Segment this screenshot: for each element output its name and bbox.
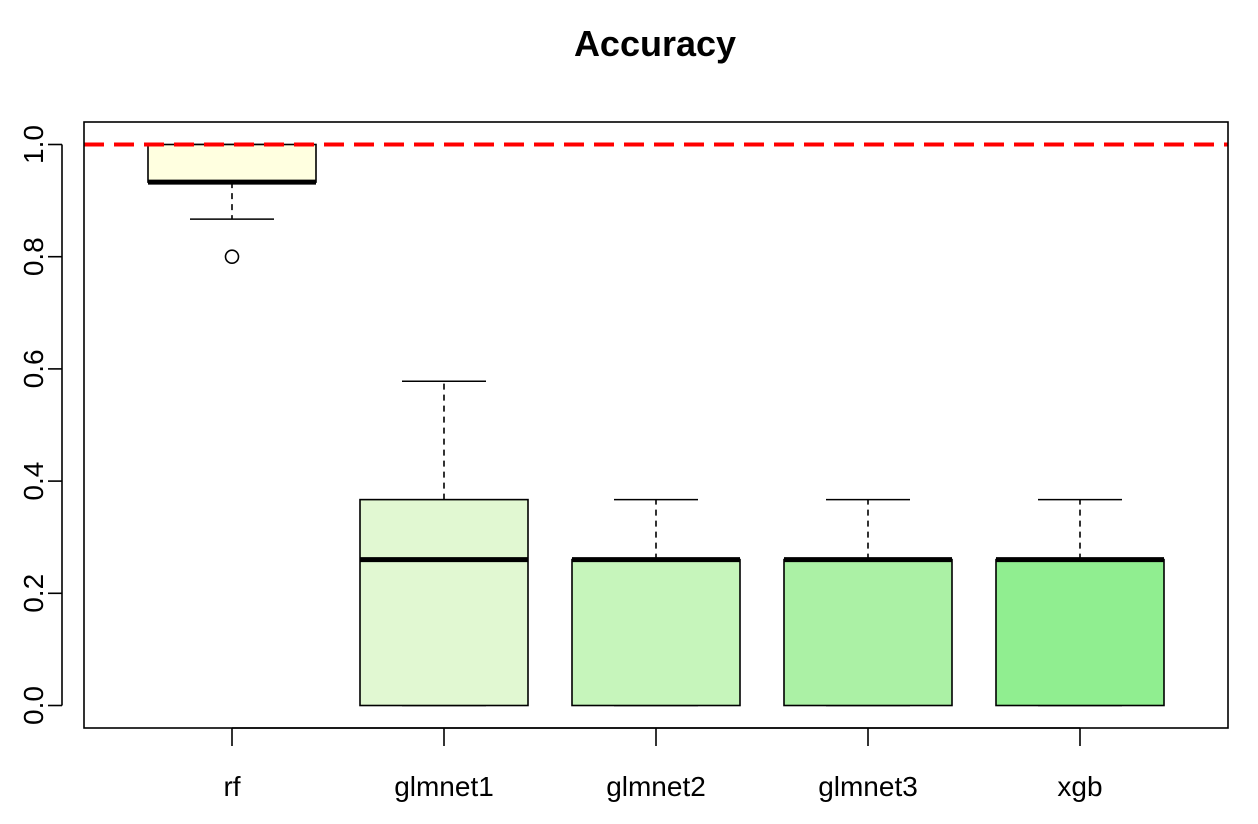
box-xgb [995,498,1165,707]
box-glmnet3 [783,498,953,707]
x-tick-label: glmnet2 [606,771,706,802]
iqr-box [995,558,1165,707]
box-rf [147,143,317,265]
iqr-box [571,558,741,707]
x-tick-label: glmnet3 [818,771,918,802]
box-glmnet2 [571,498,741,707]
iqr-box [147,143,317,183]
x-axis: rf glmnet1 glmnet2 glmnet3 xgb [223,727,1103,802]
iqr-box [359,498,529,707]
y-tick-label: 0.0 [18,686,49,725]
y-tick-label: 0.6 [18,349,49,388]
iqr-box [783,558,953,707]
chart-title: Accuracy [574,23,736,64]
x-tick-label: rf [223,771,240,802]
box-glmnet1 [359,380,529,707]
y-tick-label: 1.0 [18,125,49,164]
outlier-point [224,249,240,265]
x-tick-label: xgb [1057,771,1102,802]
boxes-layer [147,143,1165,707]
y-axis: 0.0 0.2 0.4 0.6 0.8 1.0 [18,125,63,725]
x-tick-label: glmnet1 [394,771,494,802]
y-tick-label: 0.8 [18,237,49,276]
y-tick-label: 0.4 [18,462,49,501]
y-tick-label: 0.2 [18,574,49,613]
